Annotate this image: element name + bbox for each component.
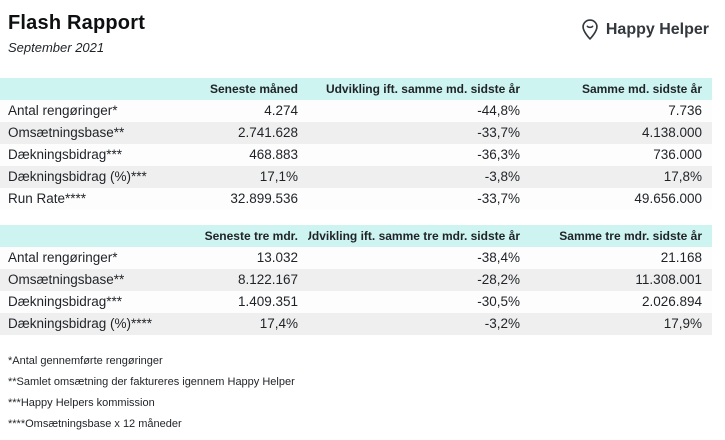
cell-value: 8.122.167 [200,269,308,291]
cell-value: -38,4% [308,247,530,269]
table-row: Dækningsbidrag*** 1.409.351 -30,5% 2.026… [0,291,712,313]
cell-value: -44,8% [308,100,530,122]
cell-value: 11.308.001 [530,269,712,291]
quarterly-table: Seneste tre mdr. Udvikling ift. samme tr… [0,225,712,335]
cell-value: 17,9% [530,313,712,335]
table-row: Omsætningsbase** 2.741.628 -33,7% 4.138.… [0,122,712,144]
cell-value: 49.656.000 [530,188,712,210]
table-row: Run Rate**** 32.899.536 -33,7% 49.656.00… [0,188,712,210]
quarterly-header-row: Seneste tre mdr. Udvikling ift. samme tr… [0,225,712,247]
cell-value: -3,8% [308,166,530,188]
map-pin-icon [580,18,600,41]
row-label: Dækningsbidrag*** [0,144,200,166]
page-title: Flash Rapport [8,12,146,34]
footnote-3: ***Happy Helpers kommission [8,397,155,409]
row-label: Omsætningsbase** [0,269,200,291]
row-label: Dækningsbidrag (%)*** [0,166,200,188]
cell-value: 4.274 [200,100,308,122]
table-row: Omsætningsbase** 8.122.167 -28,2% 11.308… [0,269,712,291]
cell-value: 32.899.536 [200,188,308,210]
cell-value: 2.026.894 [530,291,712,313]
cell-value: 468.883 [200,144,308,166]
row-label: Run Rate**** [0,188,200,210]
column-header-samme-tre-mdr: Samme tre mdr. sidste år [530,225,712,247]
row-label: Omsætningsbase** [0,122,200,144]
cell-value: 4.138.000 [530,122,712,144]
cell-value: 17,4% [200,313,308,335]
footnote-1: *Antal gennemførte rengøringer [8,355,163,367]
logo-text: Happy Helper [605,20,709,38]
title-block: Flash Rapport September 2021 [8,12,145,55]
column-header-empty [0,78,200,100]
row-label: Dækningsbidrag*** [0,291,200,313]
column-header-seneste-maaned: Seneste måned [200,78,308,100]
row-label: Antal rengøringer* [0,247,200,269]
row-label: Dækningsbidrag (%)**** [0,313,200,335]
cell-value: 13.032 [200,247,308,269]
cell-value: 7.736 [530,100,712,122]
footnote-2: **Samlet omsætning der faktureres igenne… [8,376,295,388]
cell-value: -33,7% [308,122,530,144]
table-row: Antal rengøringer* 13.032 -38,4% 21.168 [0,247,712,269]
top-bar: Flash Rapport September 2021 Happy Helpe… [0,0,725,55]
row-label: Antal rengøringer* [0,100,200,122]
cell-value: 17,8% [530,166,712,188]
footnote-4: ****Omsætningsbase x 12 måneder [8,418,182,430]
column-header-udvikling-tre-mdr: Udvikling ift. samme tre mdr. sidste år [308,225,530,247]
happy-helper-logo: Happy Helper [580,18,709,41]
cell-value: 2.741.628 [200,122,308,144]
column-header-udvikling-md: Udvikling ift. samme md. sidste år [308,78,530,100]
flash-report-page: Flash Rapport September 2021 Happy Helpe… [0,0,725,430]
cell-value: 17,1% [200,166,308,188]
cell-value: -36,3% [308,144,530,166]
cell-value: -28,2% [308,269,530,291]
cell-value: 736.000 [530,144,712,166]
column-header-seneste-tre-mdr: Seneste tre mdr. [200,225,308,247]
table-row: Antal rengøringer* 4.274 -44,8% 7.736 [0,100,712,122]
table-row: Dækningsbidrag (%)**** 17,4% -3,2% 17,9% [0,313,712,335]
column-header-empty [0,225,200,247]
footnotes: *Antal gennemførte rengøringer **Samlet … [8,356,725,430]
cell-value: -33,7% [308,188,530,210]
table-row: Dækningsbidrag*** 468.883 -36,3% 736.000 [0,144,712,166]
cell-value: 21.168 [530,247,712,269]
cell-value: -3,2% [308,313,530,335]
cell-value: 1.409.351 [200,291,308,313]
table-row: Dækningsbidrag (%)*** 17,1% -3,8% 17,8% [0,166,712,188]
cell-value: -30,5% [308,291,530,313]
report-period: September 2021 [8,40,105,55]
monthly-header-row: Seneste måned Udvikling ift. samme md. s… [0,78,712,100]
monthly-table: Seneste måned Udvikling ift. samme md. s… [0,78,712,210]
column-header-samme-md: Samme md. sidste år [530,78,712,100]
